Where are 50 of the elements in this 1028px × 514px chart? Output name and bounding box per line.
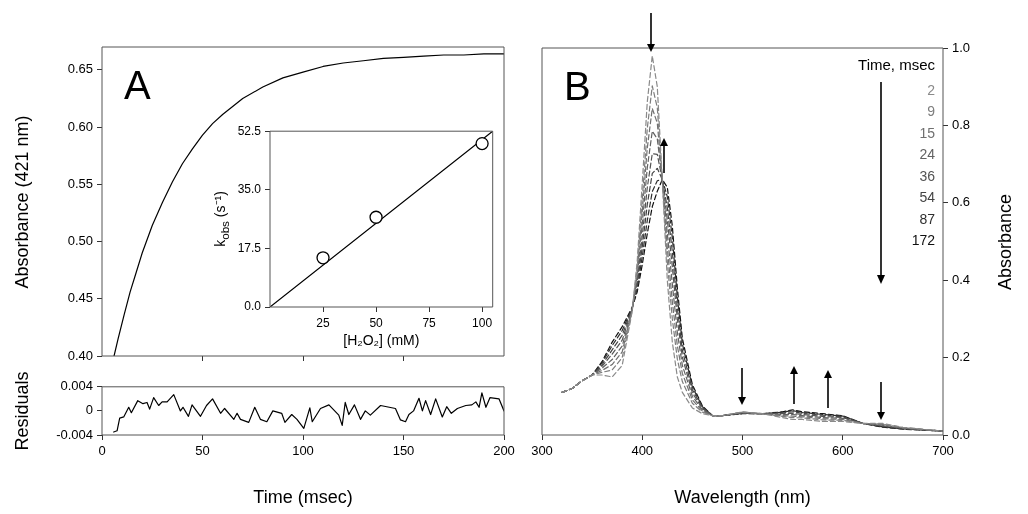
x-tick-label: 75 <box>422 315 437 330</box>
y-tick-label: 0.45 <box>67 290 93 306</box>
y-tick-label: 35.0 <box>237 182 262 197</box>
x-tick-label: 400 <box>631 443 654 459</box>
annotation: B <box>564 64 591 108</box>
x-tick-label: 100 <box>472 315 493 330</box>
y2-tick-label: 0.6 <box>952 194 971 210</box>
y-tick-label: 52.5 <box>237 123 262 138</box>
y-tick-label: 0.004 <box>60 378 93 394</box>
x-tick-label: 50 <box>195 443 210 459</box>
y-tick-label: 0.50 <box>67 233 93 249</box>
text: 9 <box>926 102 935 121</box>
y-tick-label: 0.40 <box>67 347 93 363</box>
y2-tick-label: 0.4 <box>952 271 971 287</box>
x-axis-title: Wavelength (nm) <box>674 487 811 507</box>
x-tick-label: 600 <box>831 443 854 459</box>
y-tick-label: -0.004 <box>56 426 93 442</box>
x-tick-label: 500 <box>731 443 754 459</box>
y-tick-label: 0.65 <box>67 61 93 77</box>
x-tick-label: 700 <box>932 443 954 459</box>
y2-tick-label: 1.0 <box>952 39 971 55</box>
x-tick-label: 150 <box>392 443 415 459</box>
text: 15 <box>918 123 935 143</box>
x-tick-label: 0 <box>98 443 106 459</box>
x-tick-label: 200 <box>493 443 515 459</box>
x-tick-label: 300 <box>531 443 553 459</box>
y-axis-title: Absorbance (421 nm) <box>12 114 32 289</box>
y-tick-label: 0.55 <box>67 175 93 191</box>
x-tick-label: 50 <box>369 315 384 330</box>
x-tick-label: 100 <box>292 443 314 459</box>
y2-tick-label: 0.8 <box>952 116 971 132</box>
x-tick-label: 25 <box>316 315 331 330</box>
text: 172 <box>911 231 935 250</box>
y-tick-label: 0.60 <box>67 118 93 134</box>
text: 87 <box>918 209 935 229</box>
y2-tick-label: 0.2 <box>952 349 971 365</box>
legend-title: Time, msec <box>858 55 935 75</box>
text: 24 <box>918 145 935 164</box>
x-axis-title: Time (msec) <box>253 487 353 507</box>
annotation: A <box>124 63 151 107</box>
x-axis-title: [H₂O₂] (mM) <box>343 332 420 348</box>
y-tick-label: 17.5 <box>237 240 262 255</box>
y-axis-title: Residuals <box>12 371 32 451</box>
y-tick-label: 0.0 <box>244 299 262 314</box>
text: 36 <box>918 166 935 186</box>
y2-axis-title: Absorbance <box>995 193 1015 290</box>
y-tick-label: 0 <box>85 402 93 418</box>
y2-tick-label: 0.0 <box>952 426 971 442</box>
text: 54 <box>918 188 935 207</box>
text: 2 <box>926 80 935 100</box>
